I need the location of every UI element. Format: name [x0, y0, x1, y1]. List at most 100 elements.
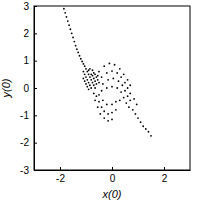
point [129, 99, 131, 101]
point [116, 87, 118, 89]
y-tick: 2 [23, 28, 37, 39]
y-tick-mark [34, 88, 37, 89]
point [118, 80, 120, 82]
plot: -202 -3 -2 -1 0 1 2 3 [20, 1, 190, 184]
y-axis-title: y(0) [0, 78, 12, 98]
point [114, 64, 116, 66]
y-tick-label: -3 [20, 165, 29, 176]
point [103, 117, 105, 119]
point [90, 87, 92, 89]
point [116, 72, 118, 74]
x-tick-label: -2 [56, 173, 65, 184]
y-tick-label: 0 [23, 83, 29, 94]
point [101, 76, 103, 78]
point [111, 86, 113, 88]
point [150, 135, 152, 137]
point [88, 69, 90, 71]
point [119, 99, 121, 101]
point [89, 76, 91, 78]
point [101, 106, 103, 108]
point [75, 45, 77, 47]
point [79, 55, 81, 57]
point [83, 78, 85, 80]
point [127, 95, 129, 97]
point [89, 68, 91, 70]
points [63, 8, 152, 137]
point [129, 84, 131, 86]
y-tick: -3 [20, 165, 37, 176]
point [85, 68, 87, 70]
point [106, 72, 108, 74]
point [106, 87, 108, 89]
point [124, 82, 126, 84]
point [86, 71, 88, 73]
point [85, 76, 87, 78]
point [112, 78, 114, 80]
point [125, 102, 127, 104]
x-axis-line [35, 170, 191, 171]
y-tick: -2 [20, 137, 37, 148]
point [96, 83, 98, 85]
x-axis-title: x(0) [102, 188, 122, 200]
point [135, 113, 137, 115]
point [120, 91, 122, 93]
point [142, 125, 144, 127]
point [71, 32, 73, 34]
y-tick-label: 1 [23, 55, 29, 66]
point [81, 61, 83, 63]
point [140, 121, 142, 123]
x-tick-mark [112, 167, 113, 170]
point [102, 99, 104, 101]
y-tick-label: -2 [20, 137, 29, 148]
point [90, 73, 92, 75]
point [98, 82, 100, 84]
point [98, 94, 100, 96]
point [90, 79, 92, 81]
point [148, 131, 150, 133]
x-tick: 2 [162, 167, 168, 184]
point [99, 113, 101, 115]
point [93, 78, 95, 80]
x-tick-mark [164, 167, 165, 170]
point [84, 73, 86, 75]
point [127, 87, 129, 89]
point [123, 97, 125, 99]
chart: -202 -3 -2 -1 0 1 2 3 x(0) y(0) [0, 0, 198, 210]
x-axis: -202 [35, 167, 191, 184]
point [103, 110, 105, 112]
point [92, 75, 94, 77]
point [120, 76, 122, 78]
point [93, 93, 95, 95]
point [72, 37, 74, 39]
point [145, 128, 147, 130]
point [106, 104, 108, 106]
point [88, 88, 90, 90]
point [64, 12, 66, 14]
point [127, 79, 129, 81]
point [94, 87, 96, 89]
point [111, 112, 113, 114]
y-tick: 3 [23, 1, 37, 12]
point [96, 95, 98, 97]
y-tick-label: 3 [23, 1, 29, 12]
point [111, 104, 113, 106]
point [97, 79, 99, 81]
point [123, 73, 125, 75]
y-tick: -1 [20, 110, 37, 121]
point [133, 98, 135, 100]
point [89, 84, 91, 86]
point [109, 63, 111, 65]
point [111, 119, 113, 121]
point [83, 63, 85, 65]
point [77, 52, 79, 54]
point [86, 86, 88, 88]
point [88, 82, 90, 84]
point [85, 83, 87, 85]
y-tick-mark [34, 115, 37, 116]
point [84, 80, 86, 82]
y-tick-mark [34, 33, 37, 34]
point [88, 73, 90, 75]
point [92, 69, 94, 71]
point [93, 84, 95, 86]
point [115, 109, 117, 111]
